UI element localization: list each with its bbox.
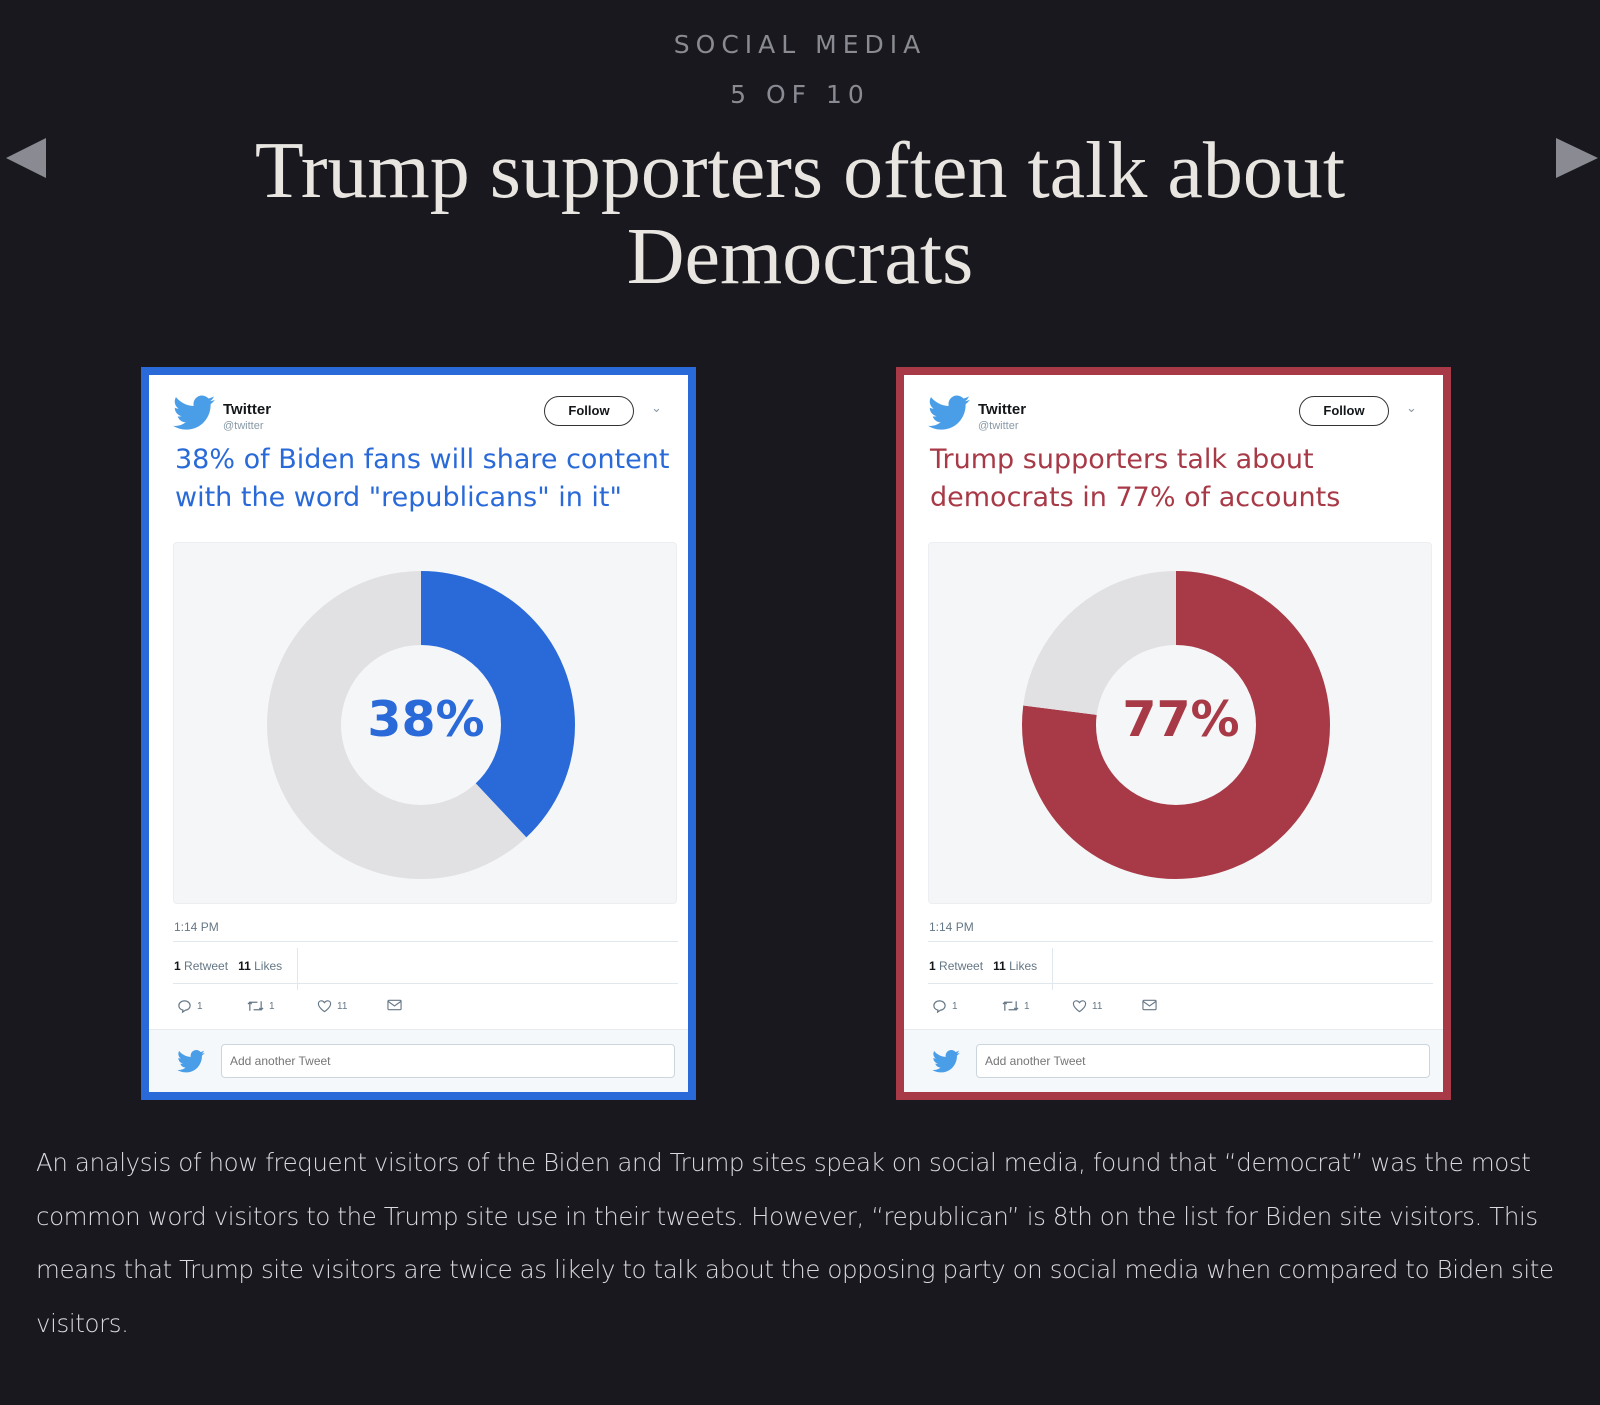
next-arrow-icon[interactable] xyxy=(1556,138,1598,178)
account-name[interactable]: Twitter xyxy=(223,401,272,418)
like-label[interactable]: Likes xyxy=(1009,959,1038,973)
reply-icon xyxy=(178,1000,191,1014)
divider xyxy=(928,941,1433,942)
direct-message-button[interactable] xyxy=(1142,999,1157,1011)
tweet-stats: 1 Retweet 11 Likes xyxy=(929,959,1037,973)
heart-icon xyxy=(1072,1000,1087,1013)
divider xyxy=(1052,948,1053,990)
account-handle[interactable]: @twitter xyxy=(223,420,264,432)
account-handle[interactable]: @twitter xyxy=(978,420,1019,432)
reply-count: 1 xyxy=(952,1001,958,1012)
donut-chart-panel: 77% xyxy=(928,542,1432,904)
reply-composer xyxy=(149,1029,688,1092)
divider xyxy=(297,948,298,990)
like-total[interactable]: 11 xyxy=(993,959,1006,973)
percent-label: 38% xyxy=(367,691,485,748)
retweet-label[interactable]: Retweet xyxy=(184,959,229,973)
direct-message-button[interactable] xyxy=(387,999,402,1011)
reply-input[interactable] xyxy=(221,1044,675,1078)
tweet-text: 38% of Biden fans will share content wit… xyxy=(175,444,670,513)
tweet-timestamp[interactable]: 1:14 PM xyxy=(929,920,974,934)
retweet-total[interactable]: 1 xyxy=(929,959,936,973)
retweet-button[interactable]: 1 xyxy=(1002,999,1030,1013)
twitter-bird-icon xyxy=(177,1050,205,1078)
like-button[interactable]: 11 xyxy=(317,999,347,1013)
body-paragraph: An analysis of how frequent visitors of … xyxy=(36,1148,1554,1338)
reply-input[interactable] xyxy=(976,1044,1430,1078)
like-count: 11 xyxy=(1092,1000,1103,1012)
retweet-icon xyxy=(1002,1001,1019,1011)
tweet-stats: 1 Retweet 11 Likes xyxy=(174,959,282,973)
envelope-icon xyxy=(1142,999,1157,1011)
reply-icon xyxy=(933,1000,946,1014)
tweet-card-biden: Twitter @twitter Follow ⌄ 38% of Biden f… xyxy=(141,367,696,1100)
retweet-icon xyxy=(247,1001,264,1011)
divider xyxy=(928,983,1433,984)
category-label: SOCIAL MEDIA xyxy=(673,30,927,59)
tweet-text: Trump supporters talk about democrats in… xyxy=(930,444,1341,513)
divider xyxy=(173,941,678,942)
retweet-count: 1 xyxy=(269,1000,275,1012)
percent-label: 77% xyxy=(1122,691,1240,748)
donut-chart xyxy=(1022,571,1330,879)
retweet-label[interactable]: Retweet xyxy=(939,959,984,973)
chevron-down-icon[interactable]: ⌄ xyxy=(1406,400,1417,415)
twitter-bird-icon xyxy=(932,1050,960,1078)
page-title: Trump supporters often talk about Democr… xyxy=(254,127,1346,301)
like-button[interactable]: 11 xyxy=(1072,999,1102,1013)
account-name[interactable]: Twitter xyxy=(978,401,1027,418)
reply-count: 1 xyxy=(197,1001,203,1012)
retweet-button[interactable]: 1 xyxy=(247,999,275,1013)
tweet-card-trump: Twitter @twitter Follow ⌄ Trump supporte… xyxy=(896,367,1451,1100)
twitter-bird-icon xyxy=(928,395,970,431)
chevron-down-icon[interactable]: ⌄ xyxy=(651,400,662,415)
donut-slice-other xyxy=(1022,571,1330,879)
reply-button[interactable]: 1 xyxy=(177,999,203,1014)
follow-button[interactable]: Follow xyxy=(1299,396,1389,426)
like-count: 11 xyxy=(337,1000,348,1012)
retweet-count: 1 xyxy=(1024,1000,1030,1012)
like-total[interactable]: 11 xyxy=(238,959,251,973)
envelope-icon xyxy=(387,999,402,1011)
follow-button[interactable]: Follow xyxy=(544,396,634,426)
heart-icon xyxy=(317,1000,332,1013)
reply-button[interactable]: 1 xyxy=(932,999,958,1014)
retweet-total[interactable]: 1 xyxy=(174,959,181,973)
divider xyxy=(173,983,678,984)
slide-counter: 5 OF 10 xyxy=(730,80,870,109)
donut-chart xyxy=(267,571,575,879)
donut-slice-other xyxy=(267,571,575,879)
like-label[interactable]: Likes xyxy=(254,959,283,973)
reply-composer xyxy=(904,1029,1443,1092)
donut-chart-panel: 38% xyxy=(173,542,677,904)
prev-arrow-icon[interactable] xyxy=(6,138,46,178)
twitter-bird-icon xyxy=(173,395,215,431)
tweet-timestamp[interactable]: 1:14 PM xyxy=(174,920,219,934)
